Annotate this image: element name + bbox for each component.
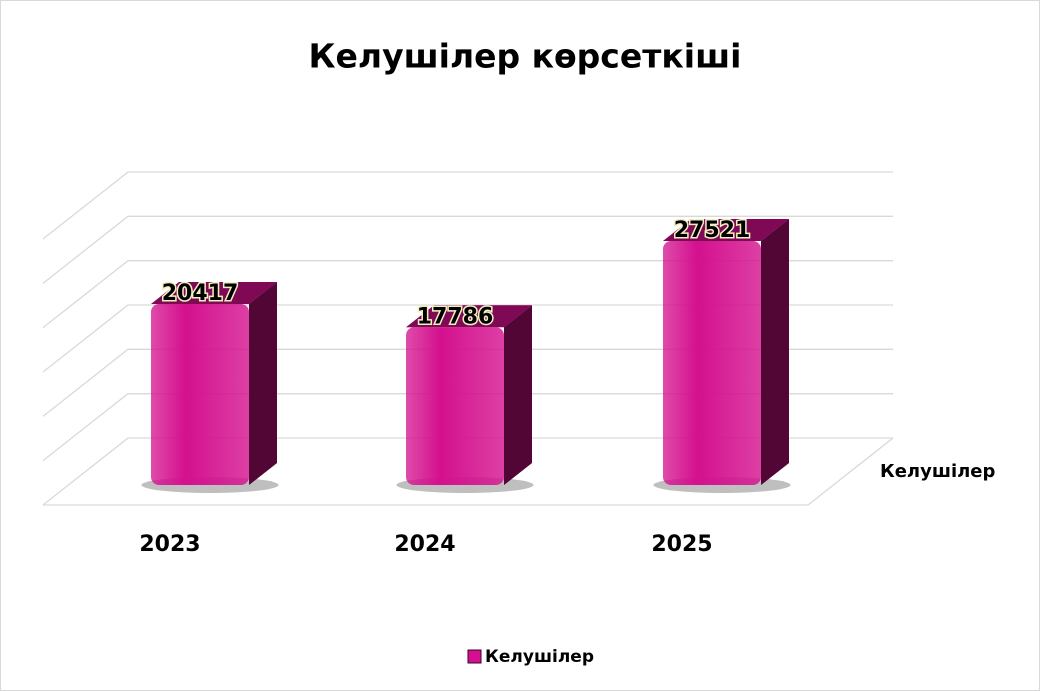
x-tick-label: 2023 [139, 532, 200, 557]
bar-front [663, 240, 761, 485]
grid-line [42, 437, 893, 506]
bar-top [151, 281, 277, 304]
grid-line [42, 348, 893, 417]
bar-front [406, 327, 504, 485]
depth-axis-label: Келушілер [880, 461, 996, 482]
grid-line [42, 215, 893, 284]
bar [663, 218, 789, 485]
x-tick-label: 2025 [651, 532, 712, 557]
legend-swatch [467, 649, 482, 664]
data-label: 27521 [674, 218, 751, 243]
legend-label: Келушілер [485, 647, 594, 667]
x-tick-label: 2024 [394, 532, 455, 557]
bar-side-shade [249, 281, 277, 485]
bar-top-shade [151, 281, 277, 304]
grid-line [42, 260, 893, 329]
floor [43, 437, 894, 506]
bar-top [406, 305, 532, 328]
bar [406, 305, 532, 485]
bar-top-shade [663, 218, 789, 241]
bar-side-shade [504, 305, 532, 485]
grid-line [42, 304, 893, 373]
bar-top-shade [406, 305, 532, 328]
data-label: 20417 [162, 281, 239, 306]
data-label: 17786 [417, 304, 494, 329]
plot: 2023 20417 2024 17786 2025 27521 Келушілер Келу… [42, 171, 996, 667]
bar-side-shade [761, 218, 789, 485]
chart-title: Келушілер көрсеткіші [309, 37, 742, 76]
grid-line [42, 393, 893, 462]
grid-line [42, 171, 893, 240]
bar-top [663, 218, 789, 241]
bar [151, 281, 277, 485]
bar-front [151, 303, 249, 485]
